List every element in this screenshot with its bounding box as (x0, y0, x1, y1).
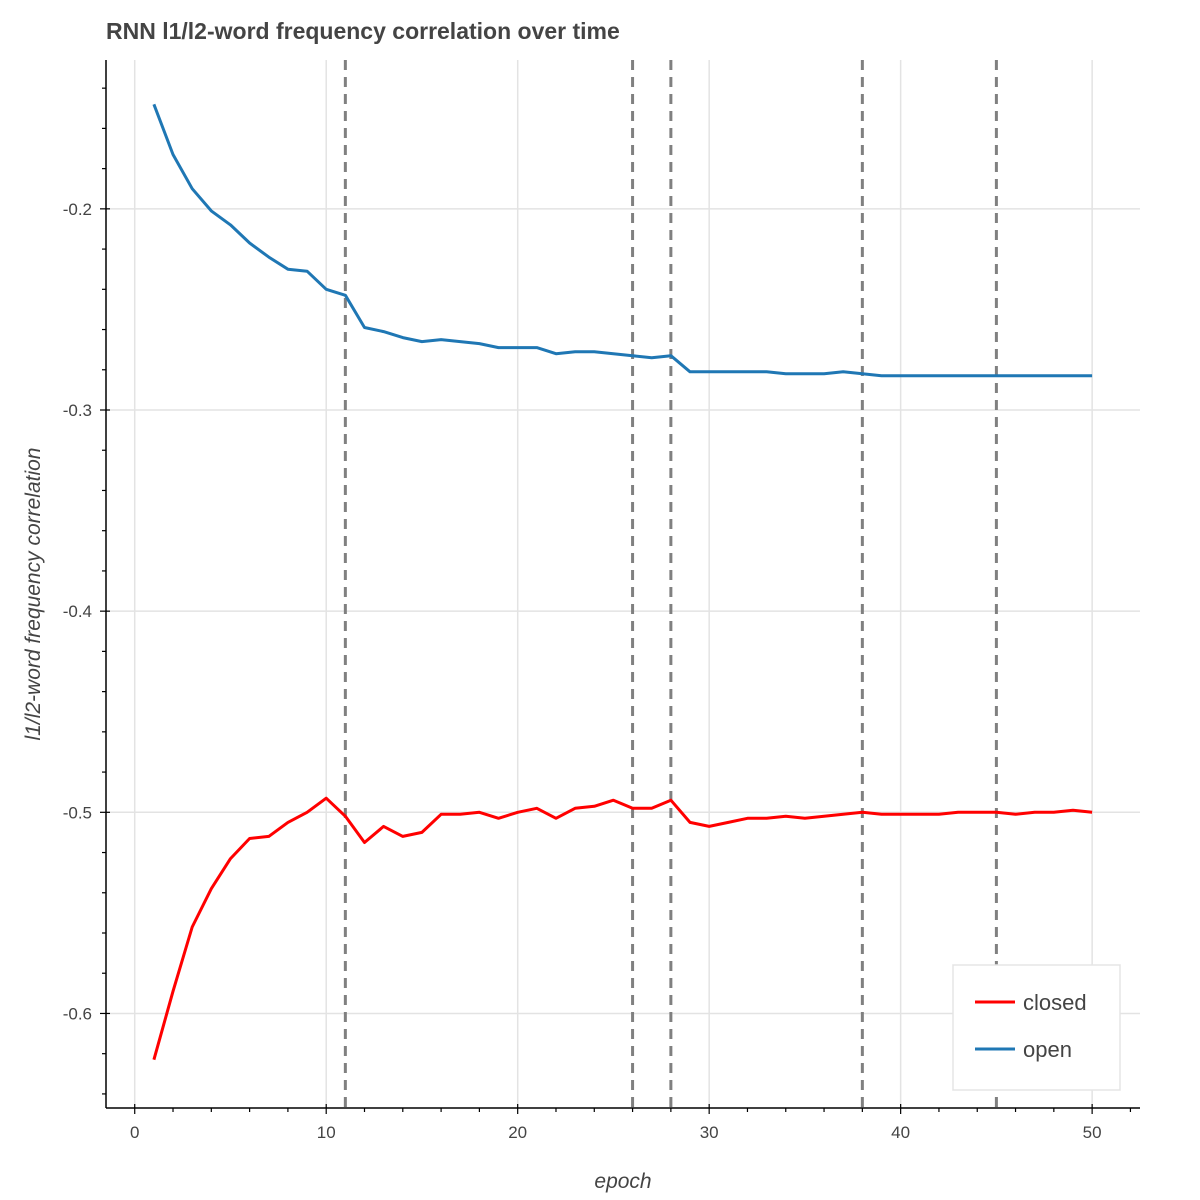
x-axis-ticks: 0 10 20 30 40 50 (130, 1104, 1132, 1142)
x-tick-label: 20 (508, 1123, 527, 1142)
legend-label-closed: closed (1023, 990, 1087, 1015)
y-tick-label: -0.3 (63, 401, 92, 420)
chart-title: RNN l1/l2-word frequency correlation ove… (106, 18, 620, 44)
y-axis-label: l1/l2-word frequency correlation (22, 448, 45, 741)
y-tick-label: -0.6 (63, 1004, 92, 1023)
x-tick-label: 40 (891, 1123, 910, 1142)
y-tick-label: -0.4 (63, 602, 92, 621)
y-tick-label: -0.5 (63, 803, 92, 822)
x-tick-label: 30 (700, 1123, 719, 1142)
legend-label-open: open (1023, 1037, 1072, 1062)
legend-box (952, 964, 1121, 1091)
x-tick-label: 50 (1083, 1123, 1102, 1142)
series-line-open (152, 103, 1093, 378)
y-axis-ticks: -0.2 -0.3 -0.4 -0.5 -0.6 (63, 87, 110, 1095)
series-line-closed (152, 796, 1093, 1061)
vertical-dashed-markers (343, 60, 998, 1108)
grid (106, 60, 1140, 1108)
series-lines (152, 103, 1093, 1061)
x-tick-label: 0 (130, 1123, 139, 1142)
x-tick-label: 10 (317, 1123, 336, 1142)
legend: closed open (952, 964, 1121, 1091)
y-tick-label: -0.2 (63, 200, 92, 219)
axes (105, 60, 1140, 1109)
x-axis-label: epoch (594, 1170, 651, 1193)
